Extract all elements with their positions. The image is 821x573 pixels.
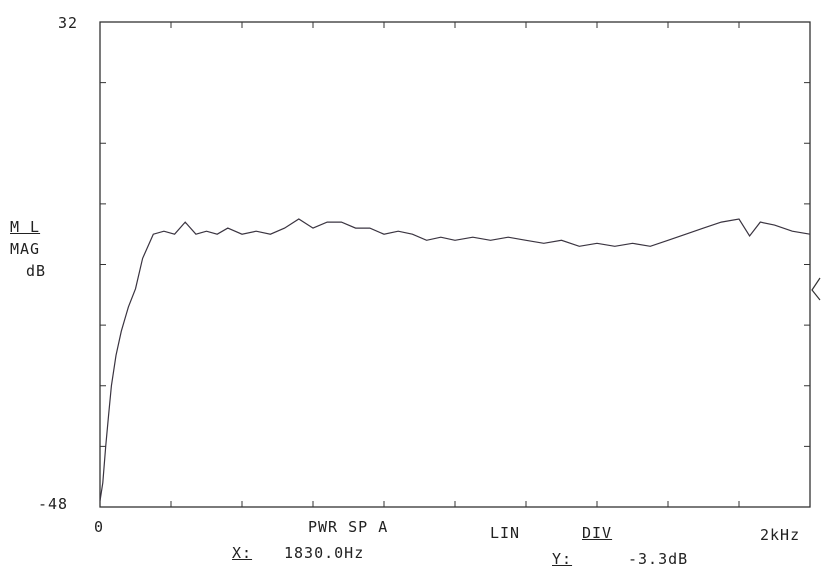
y-min-label: -48 xyxy=(38,495,69,513)
y-marker-label: Y: xyxy=(552,550,573,568)
magnitude-trace xyxy=(99,218,811,501)
y-axis-label-line1: M L xyxy=(10,218,41,236)
marker-arrow-icon xyxy=(811,277,821,301)
y-max-label: 32 xyxy=(58,14,79,32)
div-label: DIV xyxy=(582,524,613,542)
y-axis-label-line2: MAG xyxy=(10,240,41,258)
x-marker-value: 1830.0Hz xyxy=(284,544,365,562)
plot-frame xyxy=(99,21,811,508)
axis-ticks xyxy=(100,22,810,507)
scale-mode: LIN xyxy=(490,524,521,542)
x-max-label: 2kHz xyxy=(760,526,801,544)
y-axis-label-line3: dB xyxy=(26,262,47,280)
x-marker-label: X: xyxy=(232,544,253,562)
y-marker-value: -3.3dB xyxy=(628,550,689,568)
x-min-label: 0 xyxy=(94,518,105,536)
measurement-mode: PWR SP A xyxy=(308,518,389,536)
